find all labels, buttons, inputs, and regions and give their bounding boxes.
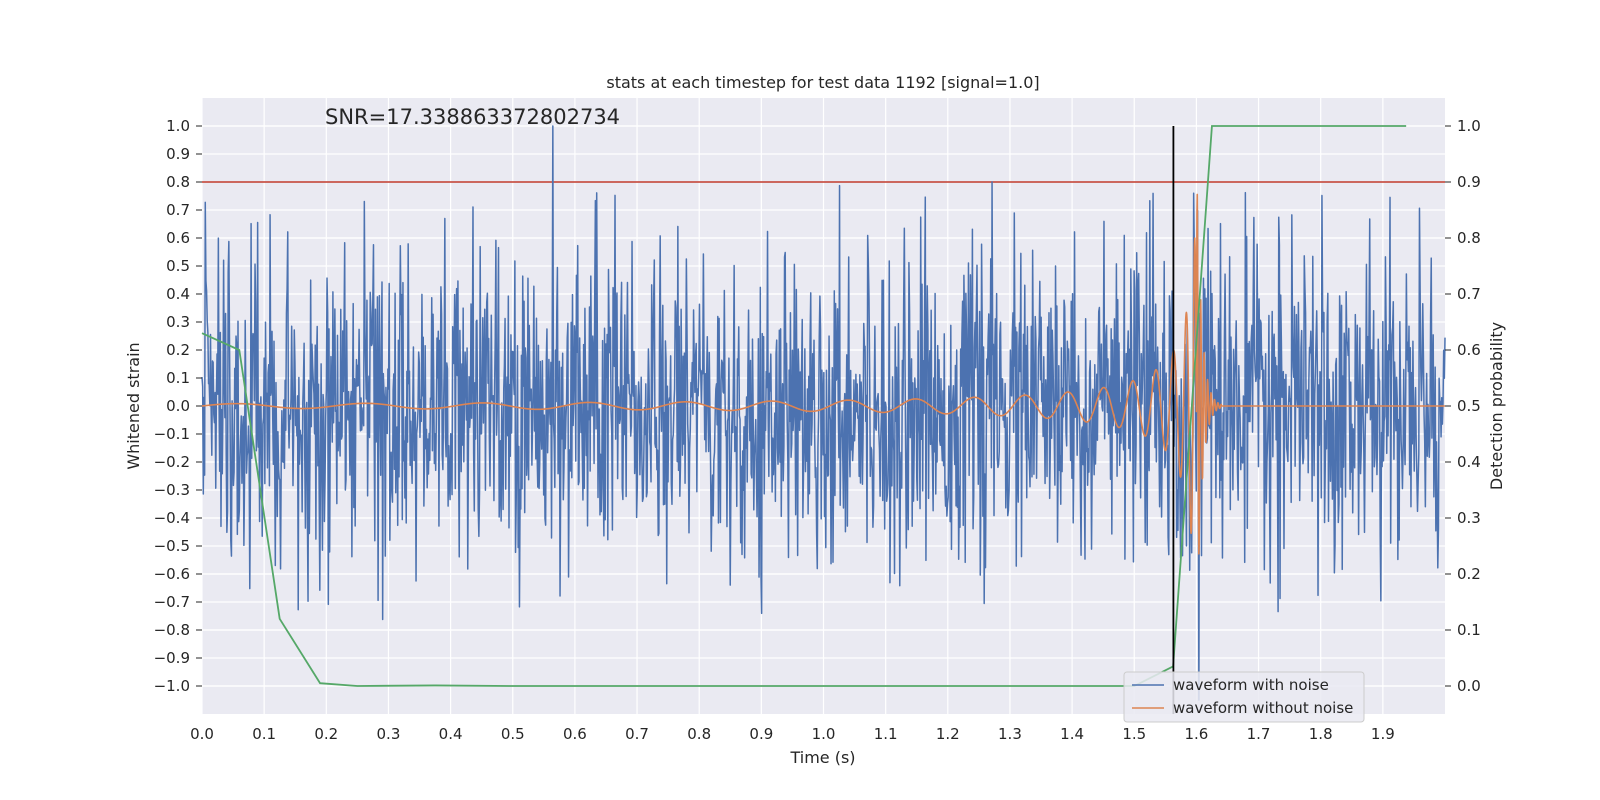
y-tick-label-right: 0.3 — [1457, 509, 1481, 527]
legend-frame — [1123, 671, 1365, 723]
legend: waveform with noise waveform without noi… — [1123, 671, 1365, 723]
y-tick-label-left: −0.3 — [154, 481, 190, 499]
y-axis-label-right: Detection probability — [1487, 322, 1506, 490]
series-prob-layer — [201, 125, 1407, 687]
y-tick-label-left: −0.6 — [154, 565, 190, 583]
series-noisy-layer — [201, 125, 1446, 701]
y-tick-label-left: −1.0 — [154, 677, 190, 695]
x-tick-label: 0.0 — [190, 725, 214, 743]
x-tick-label: 0.1 — [252, 725, 276, 743]
x-tick-label: 1.3 — [998, 725, 1022, 743]
y-tick-label-left: −0.1 — [154, 425, 190, 443]
y-tick-label-right: 0.0 — [1457, 677, 1481, 695]
x-tick-label: 1.9 — [1371, 725, 1395, 743]
series-clean-layer — [201, 193, 1446, 555]
y-tick-label-left: −0.4 — [154, 509, 190, 527]
y-tick-label-left: 0.6 — [166, 229, 190, 247]
x-tick-label: 1.6 — [1184, 725, 1208, 743]
x-tick-label: 0.2 — [314, 725, 338, 743]
y-tick-label-right: 0.8 — [1457, 229, 1481, 247]
y-tick-label-left: 0.0 — [166, 397, 190, 415]
x-tick-label: 0.9 — [749, 725, 773, 743]
y-tick-label-left: 0.3 — [166, 313, 190, 331]
y-tick-label-left: 0.5 — [166, 257, 190, 275]
y-tick-label-right: 0.9 — [1457, 173, 1481, 191]
x-tick-label: 0.3 — [377, 725, 401, 743]
y-tick-label-left: 0.1 — [166, 369, 190, 387]
x-tick-label: 0.5 — [501, 725, 525, 743]
y-tick-label-left: −0.9 — [154, 649, 190, 667]
series-line-waveform-without-noise — [201, 193, 1446, 555]
y-tick-label-left: 0.2 — [166, 341, 190, 359]
y-tick-label-right: 0.2 — [1457, 565, 1481, 583]
y-tick-label-right: 1.0 — [1457, 117, 1481, 135]
y-tick-label-right: 0.4 — [1457, 453, 1481, 471]
snr-annotation: SNR=17.338863372802734 — [325, 105, 620, 129]
x-tick-label: 0.7 — [625, 725, 649, 743]
x-tick-label: 0.4 — [439, 725, 463, 743]
y-tick-label-right: 0.5 — [1457, 397, 1481, 415]
x-tick-label: 1.4 — [1060, 725, 1084, 743]
x-tick-label: 0.8 — [687, 725, 711, 743]
x-tick-label: 1.1 — [874, 725, 898, 743]
x-tick-label: 1.7 — [1247, 725, 1271, 743]
y-tick-label-left: −0.7 — [154, 593, 190, 611]
x-tick-label: 0.6 — [563, 725, 587, 743]
y-tick-label-left: 0.7 — [166, 201, 190, 219]
y-axis-label-left: Whitened strain — [124, 342, 143, 469]
y-tick-label-right: 0.7 — [1457, 285, 1481, 303]
y-tick-label-left: −0.2 — [154, 453, 190, 471]
series-line-waveform-with-noise — [201, 125, 1446, 701]
y-tick-label-left: −0.5 — [154, 537, 190, 555]
y-tick-label-left: 0.8 — [166, 173, 190, 191]
x-axis-label: Time (s) — [789, 748, 855, 767]
y-tick-label-left: 0.9 — [166, 145, 190, 163]
tick-labels: 0.0 0.1 0.2 0.3 0.4 0.5 0.6 0.7 0.8 0.9 1.0 1.1 1.2 1… — [154, 117, 1481, 743]
y-tick-label-left: 1.0 — [166, 117, 190, 135]
x-tick-label: 1.5 — [1122, 725, 1146, 743]
x-tick-label: 1.2 — [936, 725, 960, 743]
legend-label-noisy: waveform with noise — [1173, 676, 1329, 694]
x-tick-label: 1.0 — [812, 725, 836, 743]
chart-title: stats at each timestep for test data 119… — [606, 73, 1039, 92]
series-line-detection-probability — [201, 125, 1407, 687]
y-tick-label-right: 0.1 — [1457, 621, 1481, 639]
y-tick-label-right: 0.6 — [1457, 341, 1481, 359]
y-tick-label-left: 0.4 — [166, 285, 190, 303]
x-tick-label: 1.8 — [1309, 725, 1333, 743]
legend-label-clean: waveform without noise — [1173, 699, 1353, 717]
y-tick-label-left: −0.8 — [154, 621, 190, 639]
